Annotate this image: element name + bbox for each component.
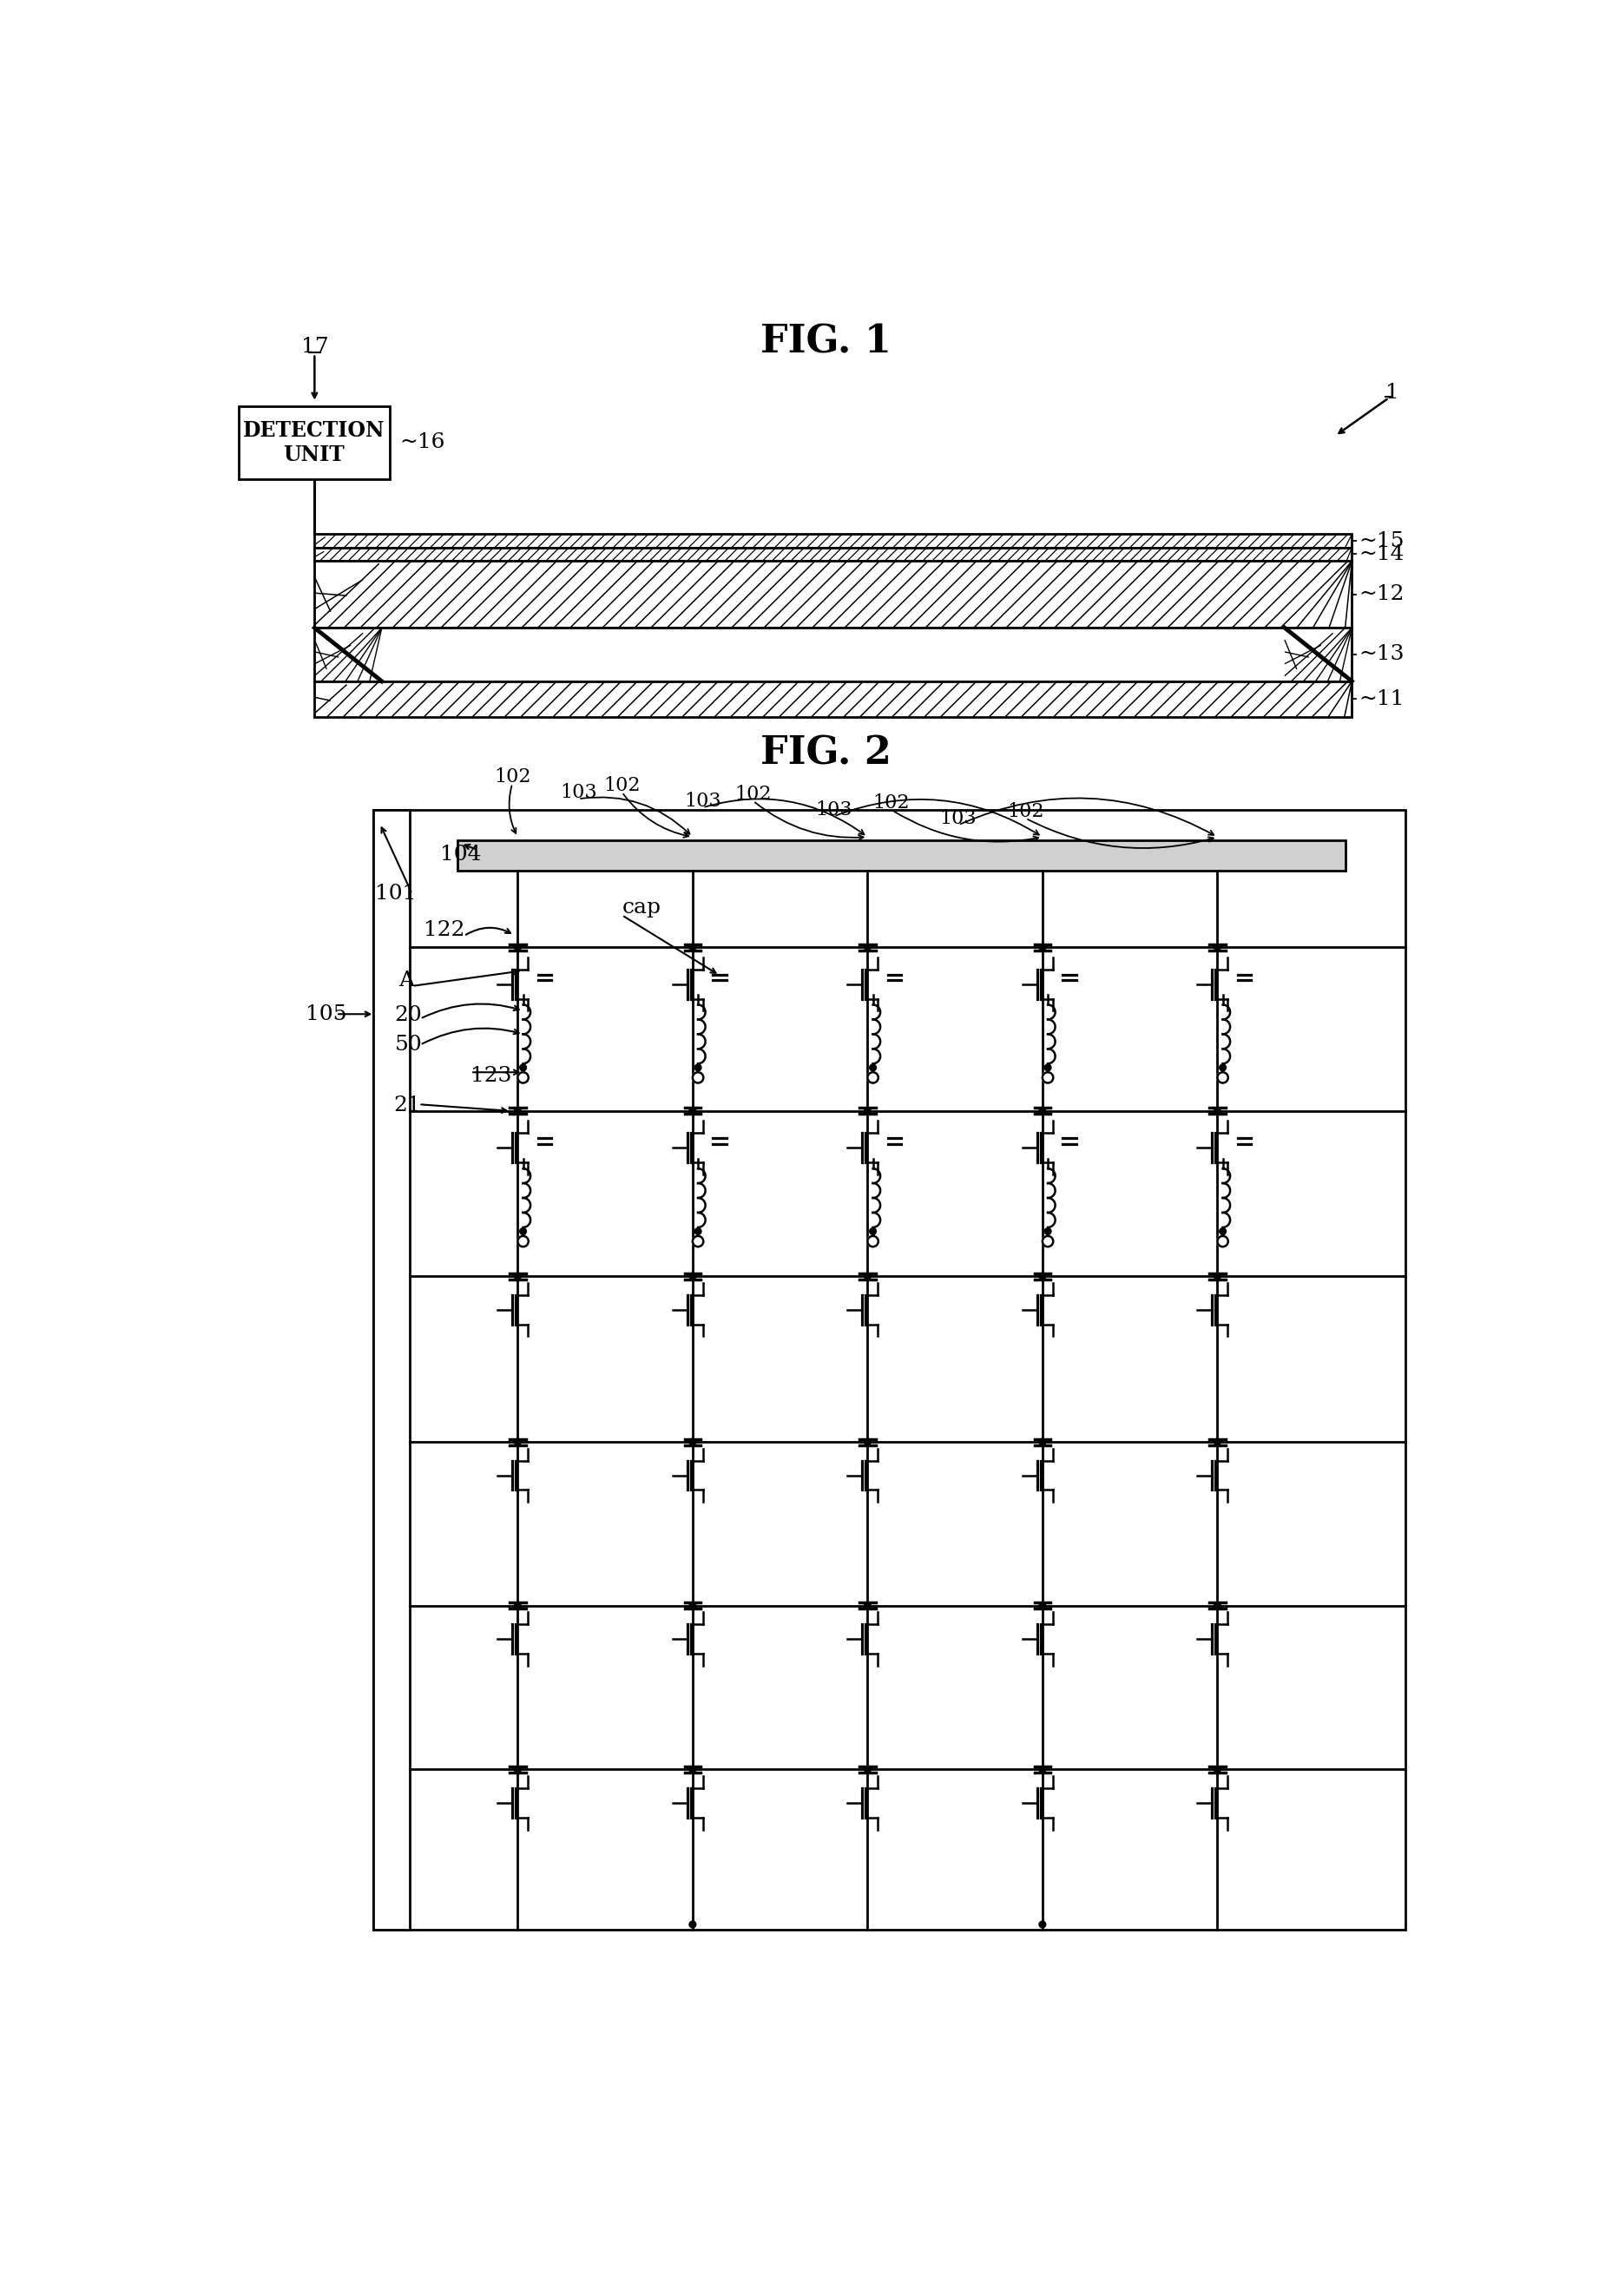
Text: 102: 102	[735, 785, 772, 804]
Circle shape	[867, 1235, 879, 1247]
Text: 102: 102	[493, 767, 530, 785]
Circle shape	[864, 1603, 870, 1609]
Circle shape	[1040, 1603, 1046, 1609]
Circle shape	[695, 1065, 701, 1070]
Circle shape	[864, 1440, 870, 1444]
Text: 103: 103	[816, 799, 853, 820]
Circle shape	[690, 1440, 696, 1444]
Text: 103: 103	[683, 792, 721, 810]
Text: ~16: ~16	[400, 432, 445, 452]
Circle shape	[1217, 1072, 1228, 1084]
Circle shape	[695, 1228, 701, 1235]
Circle shape	[693, 1072, 703, 1084]
Text: 103: 103	[559, 783, 596, 801]
Circle shape	[869, 1065, 877, 1070]
Circle shape	[869, 1228, 877, 1235]
Text: 104: 104	[440, 845, 482, 866]
Bar	[314, 546, 1352, 560]
Text: A: A	[398, 971, 414, 990]
Text: FIG. 2: FIG. 2	[761, 735, 891, 771]
Text: 17: 17	[301, 338, 329, 356]
Text: FIG. 1: FIG. 1	[761, 324, 891, 360]
Circle shape	[864, 944, 870, 951]
Bar	[314, 560, 1352, 627]
Text: 103: 103	[940, 808, 977, 829]
Circle shape	[517, 1072, 529, 1084]
Circle shape	[1219, 1065, 1227, 1070]
Circle shape	[514, 1440, 521, 1444]
Circle shape	[690, 1766, 696, 1773]
Circle shape	[1219, 1228, 1227, 1235]
Circle shape	[1214, 1766, 1220, 1773]
Circle shape	[1214, 1440, 1220, 1444]
Circle shape	[693, 1235, 703, 1247]
Circle shape	[864, 1766, 870, 1773]
Circle shape	[864, 1272, 870, 1279]
Text: 105: 105	[306, 1003, 347, 1024]
Circle shape	[1045, 1228, 1051, 1235]
Text: 50: 50	[395, 1035, 422, 1054]
Circle shape	[1040, 1766, 1046, 1773]
Text: ~12: ~12	[1359, 585, 1404, 604]
Circle shape	[517, 1235, 529, 1247]
Text: 1: 1	[1386, 383, 1399, 402]
Circle shape	[514, 1107, 521, 1114]
Text: ~15: ~15	[1359, 530, 1404, 551]
Bar	[314, 682, 1352, 716]
Circle shape	[1214, 1272, 1220, 1279]
Text: 21: 21	[393, 1095, 421, 1116]
Text: 102: 102	[872, 794, 909, 813]
Text: DETECTION
UNIT: DETECTION UNIT	[243, 420, 385, 466]
Bar	[372, 810, 1406, 1931]
Circle shape	[1040, 944, 1046, 951]
Text: ~14: ~14	[1359, 544, 1404, 565]
Bar	[372, 810, 409, 1931]
Circle shape	[519, 1228, 527, 1235]
Bar	[314, 535, 1352, 546]
Circle shape	[1040, 1272, 1046, 1279]
Bar	[314, 627, 1352, 682]
Circle shape	[1040, 1440, 1046, 1444]
Circle shape	[1214, 1603, 1220, 1609]
Text: 101: 101	[376, 884, 416, 905]
Circle shape	[519, 1065, 527, 1070]
Bar	[458, 840, 1344, 870]
Circle shape	[1040, 1107, 1046, 1114]
Text: ~13: ~13	[1359, 645, 1404, 664]
Circle shape	[1217, 1235, 1228, 1247]
Circle shape	[867, 1072, 879, 1084]
Circle shape	[1214, 1107, 1220, 1114]
Circle shape	[690, 944, 696, 951]
Circle shape	[690, 1922, 696, 1929]
Circle shape	[690, 1603, 696, 1609]
Circle shape	[1214, 944, 1220, 951]
Text: 102: 102	[603, 776, 640, 794]
Circle shape	[1043, 1072, 1053, 1084]
Circle shape	[1045, 1065, 1051, 1070]
Circle shape	[690, 1107, 696, 1114]
Circle shape	[690, 1272, 696, 1279]
Circle shape	[514, 1272, 521, 1279]
Text: 20: 20	[395, 1006, 422, 1026]
Circle shape	[1040, 1922, 1046, 1929]
Text: 123: 123	[471, 1065, 513, 1086]
Circle shape	[514, 1603, 521, 1609]
Text: 102: 102	[1008, 801, 1045, 822]
Circle shape	[864, 1107, 870, 1114]
Bar	[239, 406, 390, 480]
Text: cap: cap	[622, 898, 661, 916]
Circle shape	[1043, 1235, 1053, 1247]
Circle shape	[514, 1766, 521, 1773]
Circle shape	[514, 944, 521, 951]
Text: ~11: ~11	[1359, 689, 1404, 709]
Text: 122: 122	[424, 921, 464, 941]
